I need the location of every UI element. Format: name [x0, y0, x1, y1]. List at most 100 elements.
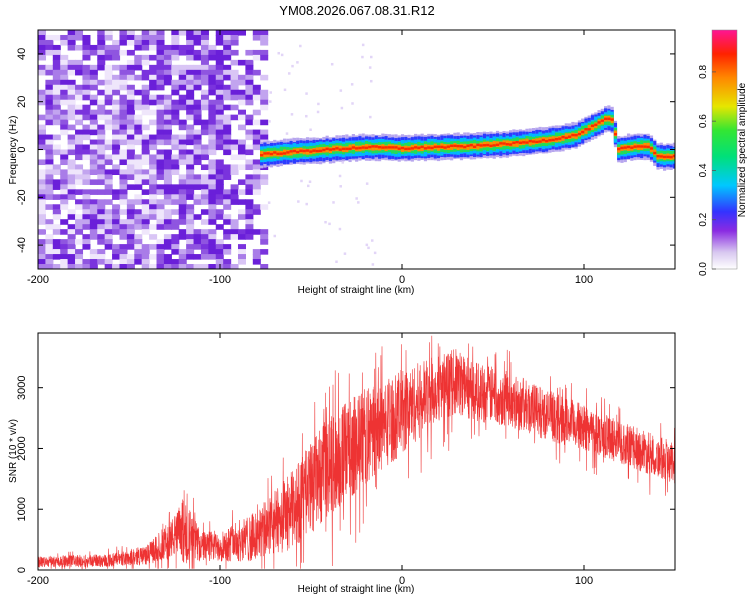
spectrogram-noise-cell — [89, 139, 98, 146]
spectrogram-noise-cell — [89, 259, 98, 265]
spectrogram-noise-cell — [75, 34, 84, 41]
spectrogram-noise-cell — [200, 89, 209, 96]
spectrogram-noise-cell — [104, 224, 113, 230]
spectrogram-noise-cell — [126, 199, 135, 205]
spectrogram-noise-cell — [163, 44, 172, 51]
spectrogram-noise-cell — [223, 164, 232, 171]
spectrogram-noise-cell — [67, 59, 76, 66]
spectrogram-noise-cell — [171, 119, 180, 126]
spectrogram-noise-cell — [208, 254, 217, 260]
spectrogram-noise-cell — [163, 139, 172, 146]
spectrogram-noise-cell — [119, 229, 128, 235]
spectrogram-noise-cell — [156, 264, 165, 269]
spectrogram-noise-cell — [215, 224, 224, 230]
spectrogram-ridge-cell — [659, 155, 663, 158]
spectrogram-noise-cell — [215, 59, 224, 66]
spectrogram-noise-cell — [38, 30, 47, 36]
spectrogram-noise-cell — [134, 184, 143, 190]
spectrogram-noise-cell — [149, 164, 158, 171]
spectrogram-noise-cell — [104, 114, 113, 121]
spectrogram-noise-cell — [38, 44, 47, 51]
spectrogram-noise-cell — [200, 39, 209, 46]
spectrogram-noise-cell — [269, 100, 272, 103]
spectrogram-noise-cell — [163, 219, 172, 225]
spectrogram-noise-cell — [361, 43, 365, 47]
spectrogram-noise-cell — [350, 83, 354, 86]
spectrogram-noise-cell — [38, 209, 47, 215]
spectrogram-noise-cell — [215, 54, 224, 61]
spectrogram-noise-cell — [45, 174, 54, 180]
spectrogram-noise-cell — [141, 104, 150, 111]
spectrogram-ridge-cell — [286, 151, 290, 154]
spectrogram-noise-cell — [215, 99, 224, 106]
spectrogram-noise-cell — [75, 174, 84, 180]
spectrogram-noise-cell — [245, 144, 254, 151]
spectrogram-noise-cell — [369, 79, 373, 83]
spectrogram-noise-cell — [260, 74, 269, 81]
spectrogram-ridge-cell — [626, 145, 631, 149]
spectrogram-noise-cell — [60, 59, 69, 66]
spectrogram-noise-cell — [163, 239, 172, 245]
spectrogram-noise-cell — [67, 229, 76, 235]
spectrogram-noise-cell — [134, 254, 143, 260]
spectrogram-noise-cell — [277, 51, 281, 55]
spectrogram-noise-cell — [52, 54, 61, 61]
spectrogram-noise-cell — [141, 214, 150, 220]
spectrogram-noise-cell — [75, 129, 84, 136]
spectrogram-noise-cell — [252, 184, 261, 190]
spectrogram-noise-cell — [186, 214, 195, 220]
spectrogram-noise-cell — [89, 74, 98, 81]
spectrogram-noise-cell — [141, 30, 150, 36]
spectrogram-noise-cell — [193, 114, 202, 121]
spectrogram-noise-cell — [338, 227, 342, 231]
spectrogram-noise-cell — [193, 254, 202, 260]
spectrogram-noise-cell — [75, 164, 84, 171]
spectrogram-noise-cell — [60, 34, 69, 41]
spectrogram-ridge-cell — [436, 145, 441, 148]
spectrogram-noise-cell — [67, 89, 76, 96]
spectrogram-noise-cell — [252, 89, 261, 96]
spectrogram-ridge-cell — [299, 149, 303, 153]
spectrogram-noise-cell — [245, 149, 254, 156]
spectrogram-noise-cell — [156, 209, 165, 215]
spectrogram-noise-cell — [149, 224, 158, 230]
spectrogram-noise-cell — [97, 134, 106, 141]
spectrogram-ridge-cell — [656, 154, 660, 158]
spectrogram-noise-cell — [97, 39, 106, 46]
spectrogram-noise-cell — [371, 263, 375, 266]
spectrogram-noise-cell — [200, 69, 209, 76]
spectrogram-noise-cell — [97, 54, 106, 61]
spectrogram-noise-cell — [215, 94, 224, 101]
spectrogram-noise-cell — [52, 114, 61, 121]
spectrogram-noise-cell — [156, 49, 165, 56]
spectrogram-noise-cell — [60, 174, 69, 180]
spectrogram-noise-cell — [104, 209, 113, 215]
spectrogram-noise-cell — [134, 154, 143, 161]
spectrogram-noise-cell — [112, 104, 121, 111]
spectrogram-noise-cell — [104, 259, 113, 265]
spectrogram-noise-cell — [38, 184, 47, 190]
spectrogram-noise-cell — [149, 94, 158, 101]
spectrogram-y-tick-label: -20 — [16, 189, 28, 205]
spectrogram-noise-cell — [52, 229, 61, 235]
spectrogram-noise-cell — [82, 94, 91, 101]
spectrogram-noise-cell — [223, 44, 232, 51]
spectrogram-noise-cell — [208, 69, 217, 76]
spectrogram-noise-cell — [215, 114, 224, 121]
spectrogram-noise-cell — [134, 134, 143, 141]
spectrogram-noise-cell — [368, 66, 372, 69]
spectrogram-ridge-cell — [368, 145, 372, 149]
spectrogram-noise-cell — [208, 114, 217, 121]
colorbar-tick-label: 0.6 — [698, 114, 709, 128]
spectrogram-noise-cell — [149, 234, 158, 240]
spectrogram-noise-cell — [126, 239, 135, 245]
spectrogram-noise-cell — [149, 214, 158, 220]
spectrogram-noise-cell — [200, 44, 209, 51]
spectrogram-noise-cell — [60, 149, 69, 156]
spectrogram-noise-cell — [186, 129, 195, 136]
spectrogram-noise-cell — [230, 59, 239, 66]
spectrogram-noise-cell — [171, 234, 180, 240]
spectrogram-noise-cell — [171, 239, 180, 245]
spectrogram-noise-cell — [75, 179, 84, 185]
spectrogram-noise-cell — [134, 34, 143, 41]
